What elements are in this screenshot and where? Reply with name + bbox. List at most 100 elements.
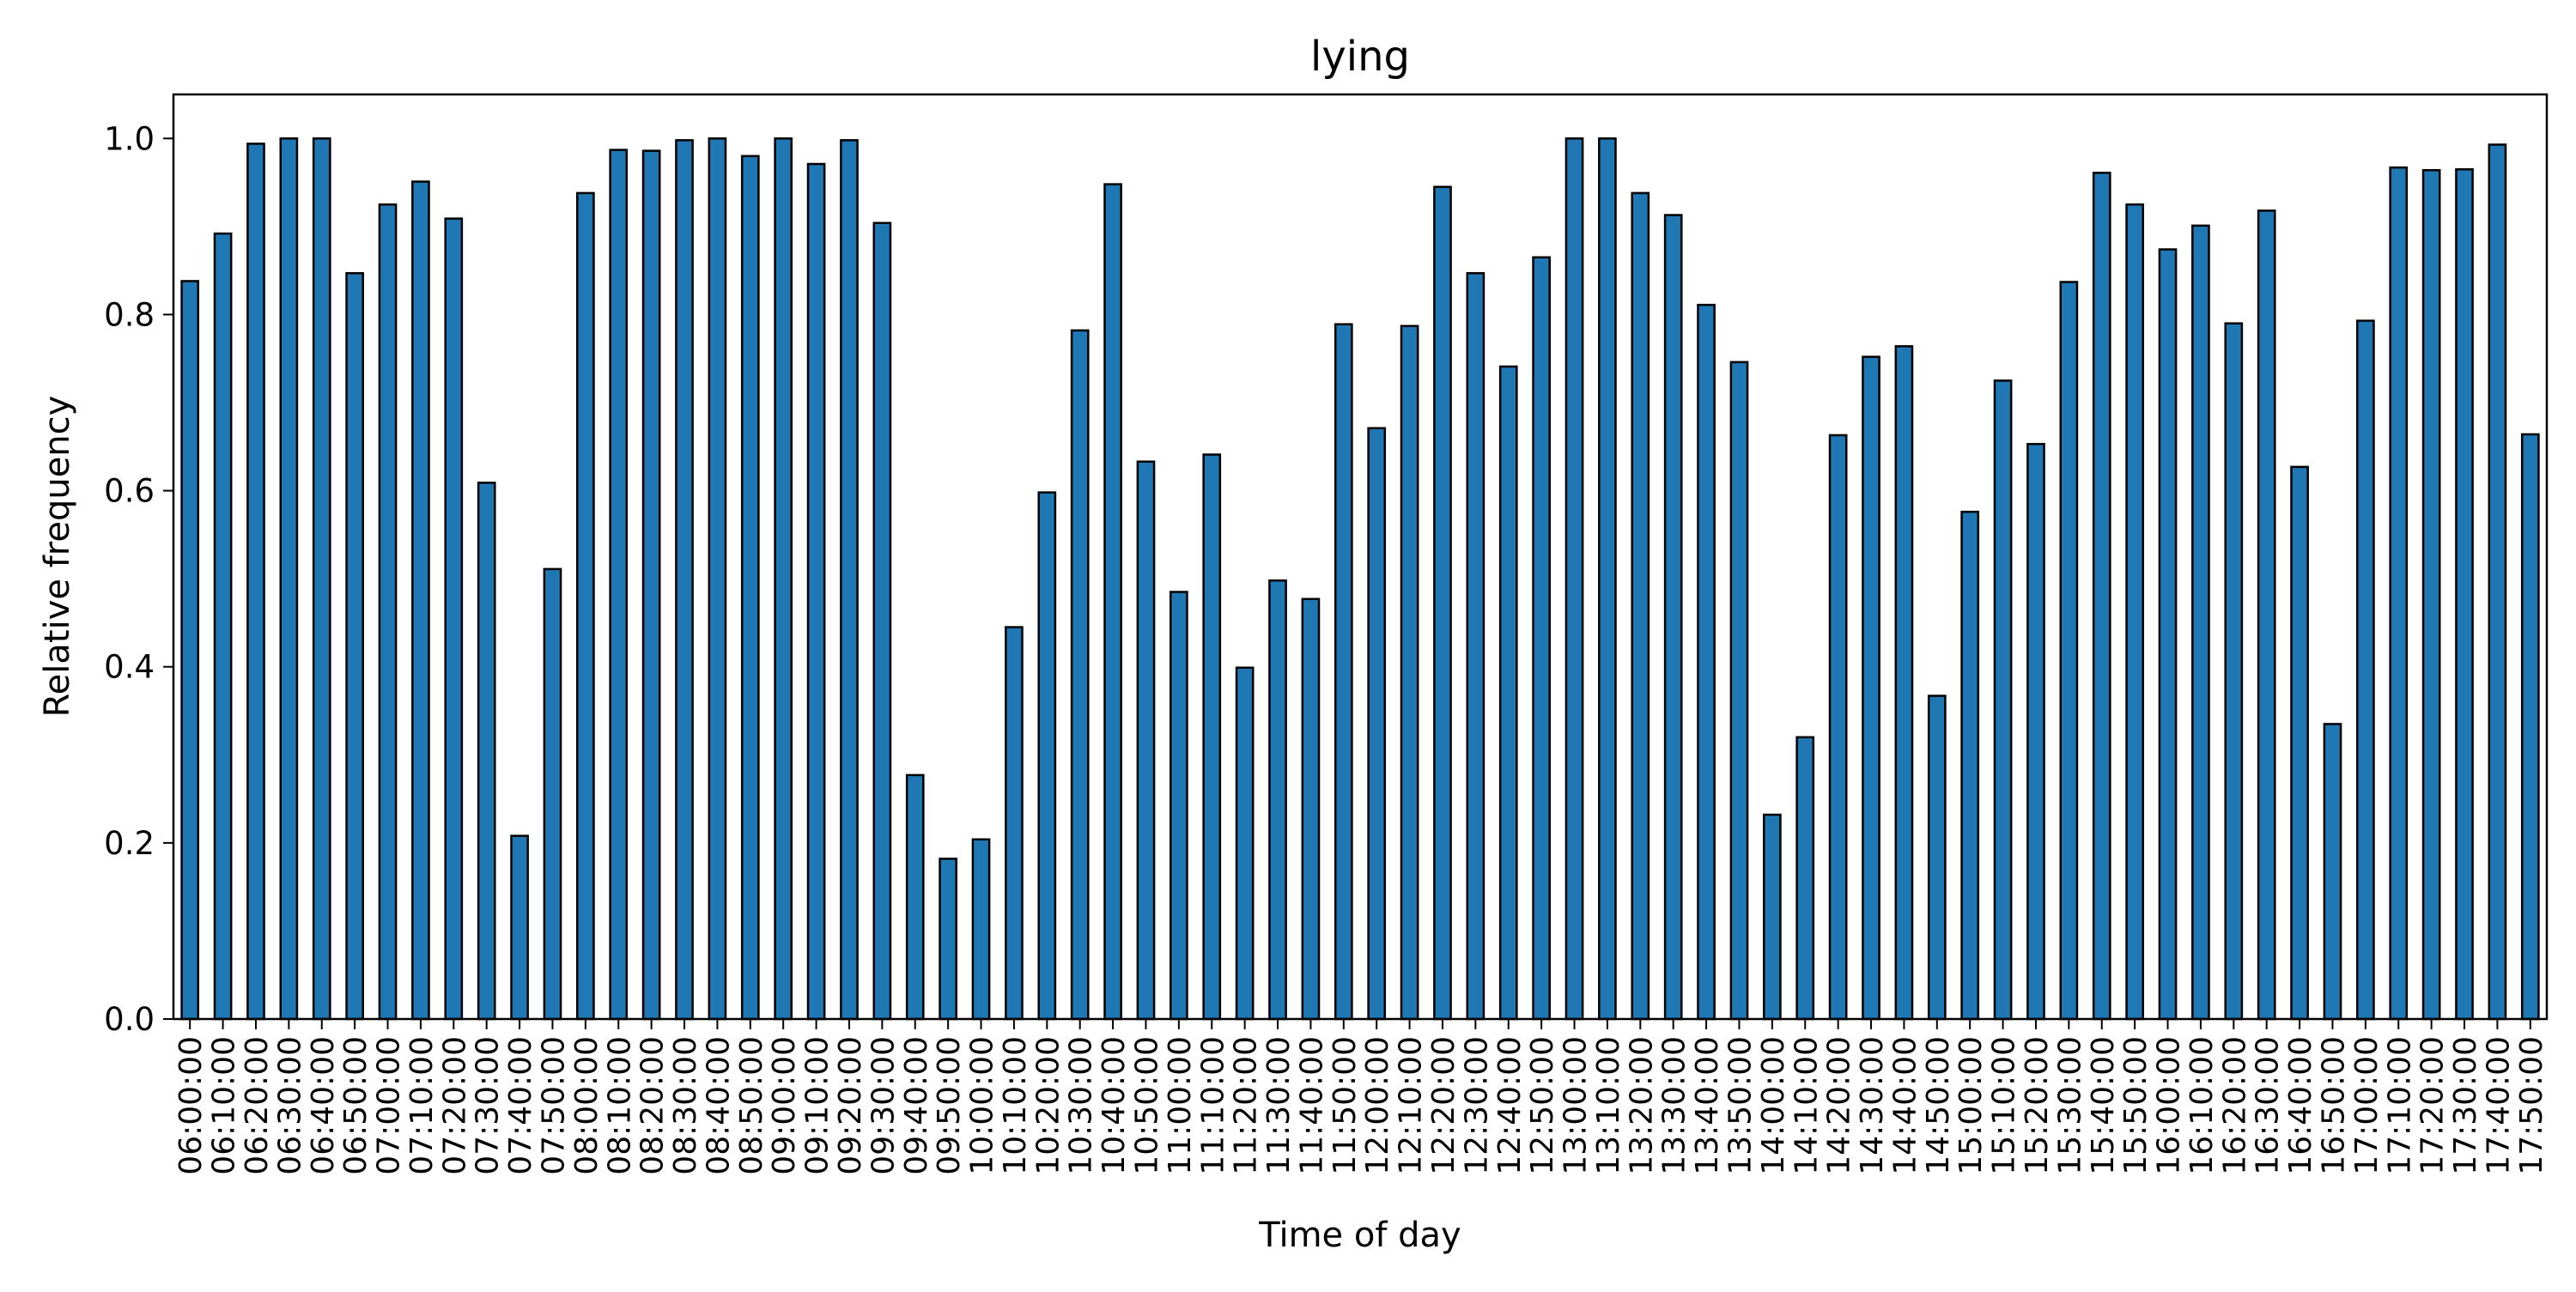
bar-15-20-00 bbox=[2026, 442, 2045, 1021]
bar-08-30-00 bbox=[675, 139, 694, 1021]
bar-06-40-00 bbox=[312, 137, 331, 1021]
x-tick-label: 16:30:00 bbox=[2251, 1036, 2286, 1175]
bar-06-50-00 bbox=[345, 271, 364, 1021]
bar-11-30-00 bbox=[1268, 579, 1287, 1021]
x-tick-label: 15:10:00 bbox=[1987, 1036, 2022, 1175]
x-tick-label: 12:00:00 bbox=[1360, 1036, 1395, 1175]
x-tick-label: 15:50:00 bbox=[2118, 1036, 2154, 1175]
bar-09-50-00 bbox=[939, 858, 957, 1021]
y-tick-label: 0.6 bbox=[104, 473, 155, 510]
bar-07-10-00 bbox=[411, 180, 430, 1021]
bar-15-50-00 bbox=[2125, 203, 2144, 1021]
bar-08-10-00 bbox=[609, 149, 629, 1021]
x-tick-label: 09:00:00 bbox=[767, 1036, 802, 1175]
x-tick-label: 16:40:00 bbox=[2283, 1036, 2318, 1175]
bar-13-40-00 bbox=[1697, 303, 1716, 1021]
x-axis: 06:00:0006:10:0006:20:0006:30:0006:40:00… bbox=[173, 1019, 2549, 1175]
bar-17-10-00 bbox=[2389, 166, 2409, 1021]
x-tick-label: 15:00:00 bbox=[1953, 1036, 1989, 1175]
plot-frame bbox=[172, 93, 2549, 1021]
y-tick-label: 0.8 bbox=[104, 296, 155, 333]
y-tick-label: 0.2 bbox=[104, 825, 155, 862]
x-tick-label: 06:10:00 bbox=[207, 1036, 242, 1175]
x-tick-label: 08:10:00 bbox=[602, 1036, 637, 1175]
x-tick-label: 10:30:00 bbox=[1064, 1036, 1099, 1175]
bar-11-20-00 bbox=[1235, 666, 1255, 1021]
x-tick-label: 12:50:00 bbox=[1525, 1036, 1560, 1175]
bar-07-50-00 bbox=[543, 567, 562, 1021]
x-tick-label: 06:30:00 bbox=[272, 1036, 307, 1175]
bar-10-30-00 bbox=[1070, 329, 1090, 1021]
bar-12-50-00 bbox=[1532, 256, 1551, 1021]
bar-10-20-00 bbox=[1037, 491, 1057, 1021]
bar-12-40-00 bbox=[1498, 365, 1518, 1021]
chart-title: lying bbox=[1310, 33, 1410, 81]
x-tick-label: 11:30:00 bbox=[1261, 1036, 1297, 1175]
y-tick-label: 0.0 bbox=[104, 1001, 155, 1038]
x-tick-label: 07:10:00 bbox=[404, 1036, 440, 1175]
x-tick-label: 14:50:00 bbox=[1921, 1036, 1956, 1175]
bar-12-10-00 bbox=[1400, 325, 1419, 1021]
bar-09-40-00 bbox=[905, 773, 925, 1021]
bar-15-00-00 bbox=[1960, 510, 1980, 1021]
bar-17-50-00 bbox=[2520, 433, 2540, 1021]
x-tick-label: 09:20:00 bbox=[833, 1036, 868, 1175]
x-tick-label: 11:20:00 bbox=[1229, 1036, 1264, 1175]
bar-16-50-00 bbox=[2323, 723, 2342, 1021]
x-tick-label: 15:20:00 bbox=[2020, 1036, 2055, 1175]
bar-11-40-00 bbox=[1301, 597, 1321, 1021]
x-tick-label: 10:40:00 bbox=[1097, 1036, 1132, 1175]
x-tick-label: 06:20:00 bbox=[240, 1036, 275, 1175]
x-tick-label: 06:40:00 bbox=[306, 1036, 341, 1175]
bar-16-00-00 bbox=[2158, 248, 2178, 1021]
bar-14-40-00 bbox=[1894, 345, 1914, 1021]
x-tick-label: 11:40:00 bbox=[1294, 1036, 1329, 1175]
bar-13-00-00 bbox=[1564, 137, 1584, 1021]
y-axis: 0.0 0.2 0.4 0.6 0.8 1.0 bbox=[104, 120, 173, 1038]
x-tick-label: 13:10:00 bbox=[1591, 1036, 1626, 1175]
x-tick-label: 08:40:00 bbox=[701, 1036, 736, 1175]
bar-06-20-00 bbox=[246, 143, 265, 1021]
bar-15-10-00 bbox=[1993, 379, 2013, 1021]
bar-13-10-00 bbox=[1598, 137, 1617, 1021]
x-tick-label: 07:30:00 bbox=[471, 1036, 506, 1175]
bar-16-20-00 bbox=[2224, 322, 2244, 1021]
x-tick-label: 11:00:00 bbox=[1163, 1036, 1198, 1175]
bar-15-30-00 bbox=[2059, 281, 2079, 1021]
y-tick-label: 0.4 bbox=[104, 649, 155, 686]
bar-08-00-00 bbox=[576, 191, 595, 1021]
x-tick-label: 17:40:00 bbox=[2481, 1036, 2516, 1175]
bar-10-50-00 bbox=[1136, 460, 1156, 1021]
x-tick-label: 15:30:00 bbox=[2052, 1036, 2087, 1175]
bar-09-00-00 bbox=[774, 137, 793, 1021]
bar-12-30-00 bbox=[1466, 271, 1485, 1021]
x-tick-label: 17:50:00 bbox=[2514, 1036, 2549, 1175]
x-tick-label: 17:10:00 bbox=[2382, 1036, 2417, 1175]
bar-17-00-00 bbox=[2356, 319, 2375, 1021]
bar-16-30-00 bbox=[2257, 209, 2276, 1021]
bar-11-50-00 bbox=[1334, 323, 1353, 1021]
x-tick-label: 13:40:00 bbox=[1690, 1036, 1725, 1175]
x-tick-label: 12:20:00 bbox=[1426, 1036, 1461, 1175]
bar-07-20-00 bbox=[444, 217, 464, 1021]
x-axis-label: Time of day bbox=[1258, 1216, 1461, 1255]
x-tick-label: 14:20:00 bbox=[1822, 1036, 1857, 1175]
bar-09-10-00 bbox=[806, 162, 826, 1021]
y-axis-label: Relative frequency bbox=[38, 396, 77, 718]
bar-13-20-00 bbox=[1631, 191, 1650, 1021]
bar-17-20-00 bbox=[2421, 168, 2441, 1021]
bar-14-10-00 bbox=[1795, 736, 1815, 1021]
x-tick-label: 10:10:00 bbox=[998, 1036, 1033, 1175]
bar-07-30-00 bbox=[477, 482, 496, 1021]
x-tick-label: 07:50:00 bbox=[536, 1036, 571, 1175]
x-tick-label: 14:40:00 bbox=[1887, 1036, 1923, 1175]
bar-06-00-00 bbox=[180, 280, 200, 1021]
bar-14-30-00 bbox=[1862, 355, 1880, 1021]
bar-09-30-00 bbox=[872, 221, 892, 1021]
x-tick-label: 09:50:00 bbox=[932, 1036, 967, 1175]
x-tick-label: 17:20:00 bbox=[2415, 1036, 2451, 1175]
x-tick-label: 07:00:00 bbox=[372, 1036, 407, 1175]
x-tick-label: 09:30:00 bbox=[866, 1036, 901, 1175]
